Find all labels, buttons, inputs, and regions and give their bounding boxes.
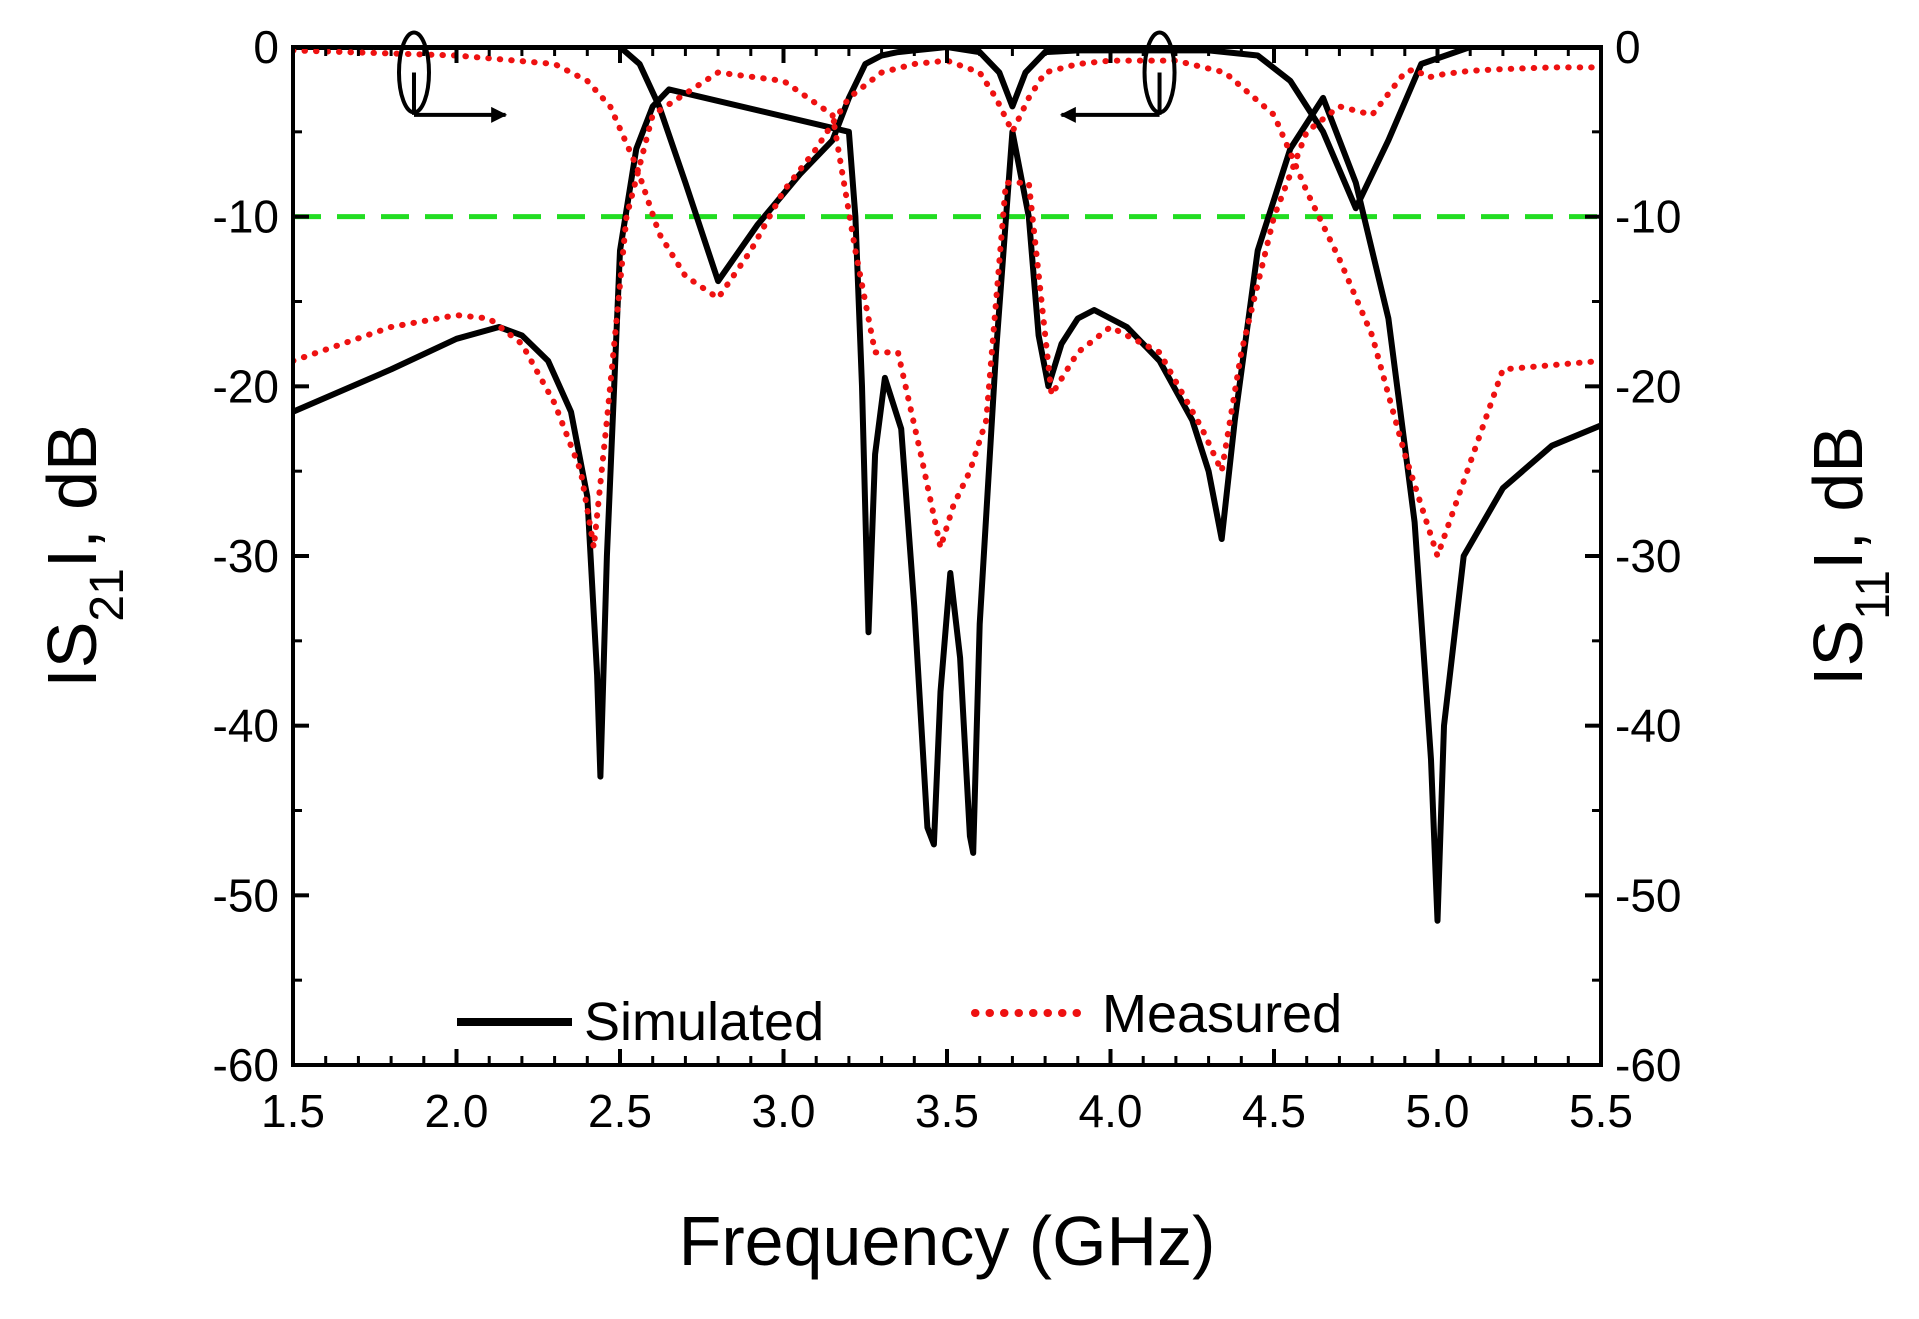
y-right-tail: I, dB: [1799, 426, 1877, 570]
x-axis-title: Frequency (GHz): [679, 1202, 1216, 1280]
y-tick-label-right: -20: [1615, 360, 1681, 412]
series-layer: [293, 47, 1601, 924]
y-tick-label-right: -60: [1615, 1039, 1681, 1091]
series-measured-s11: [293, 64, 1601, 551]
x-tick-label: 2.5: [588, 1085, 652, 1137]
y-tick-label-left: -30: [213, 530, 279, 582]
y-left-tail: I, dB: [33, 424, 111, 568]
legend-label-simulated: Simulated: [584, 992, 824, 1052]
y-tick-label-right: 0: [1615, 21, 1641, 73]
series-simulated-s11: [293, 86, 1601, 924]
x-tick-label: 5.5: [1569, 1085, 1633, 1137]
svg-text:IS21I, dB: IS21I, dB: [33, 424, 134, 688]
y-tick-label-left: -60: [213, 1039, 279, 1091]
y-tick-label-left: -40: [213, 700, 279, 752]
x-tick-label: 4.5: [1242, 1085, 1306, 1137]
y-tick-label-left: -20: [213, 360, 279, 412]
x-tick-label: 3.0: [752, 1085, 816, 1137]
tick-layer: [291, 45, 1603, 1067]
y-tick-label-left: 0: [253, 21, 279, 73]
y-tick-label-right: -30: [1615, 530, 1681, 582]
label-layer: 1.5 2.0 2.5 3.0 3.5 4.0 4.5 5.0 5.5 0 0 -10 -10 -20 -2…: [213, 21, 1682, 1137]
y-right-main: IS: [1799, 620, 1877, 686]
y-tick-label-left: -50: [213, 869, 279, 921]
y-right-sub: 11: [1847, 570, 1900, 620]
y-left-main: IS: [33, 622, 111, 688]
legend-label-measured: Measured: [1102, 984, 1342, 1044]
x-tick-label: 1.5: [261, 1085, 325, 1137]
x-tick-label: 4.0: [1079, 1085, 1143, 1137]
series-measured-s21: [293, 47, 1601, 559]
y-tick-label-right: -40: [1615, 700, 1681, 752]
x-tick-label: 3.5: [915, 1085, 979, 1137]
y-tick-label-right: -50: [1615, 869, 1681, 921]
annotation-layer: [396, 30, 1177, 123]
svg-text:IS11I, dB: IS11I, dB: [1799, 426, 1900, 686]
y-axis-title-right: IS11I, dB: [1799, 426, 1900, 686]
series-simulated-s21: [293, 47, 1601, 285]
x-tick-label: 2.0: [425, 1085, 489, 1137]
legend: Simulated Measured: [457, 984, 1342, 1052]
y-left-sub: 21: [81, 568, 134, 621]
y-tick-label-left: -10: [213, 191, 279, 243]
y-axis-title-left: IS21I, dB: [33, 424, 134, 688]
x-tick-label: 5.0: [1406, 1085, 1470, 1137]
y-tick-label-right: -10: [1615, 191, 1681, 243]
